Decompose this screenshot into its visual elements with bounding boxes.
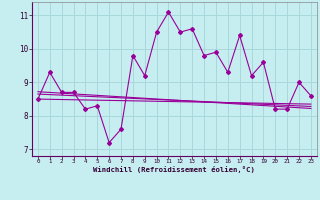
- X-axis label: Windchill (Refroidissement éolien,°C): Windchill (Refroidissement éolien,°C): [93, 166, 255, 173]
